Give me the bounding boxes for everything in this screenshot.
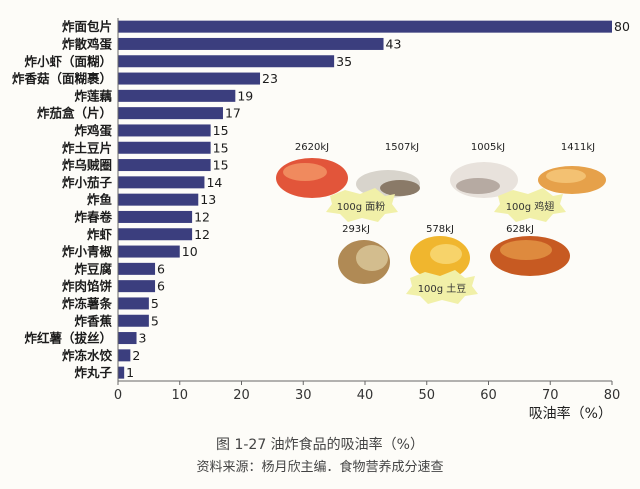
value-label: 35 [336,54,352,69]
bar-12 [118,228,193,241]
chicken-wing-shadow [456,178,500,194]
category-label: 炸鱼 [87,192,112,207]
value-label: 2 [132,348,140,363]
category-label: 炸乌贼圈 [62,158,112,173]
category-label: 炸小虾（面糊） [24,54,112,69]
bar-20 [118,366,125,379]
value-label: 5 [151,296,159,311]
value-label: 15 [213,123,229,138]
value-label: 15 [213,140,229,155]
category-label: 炸小青椒 [62,244,113,259]
bar-11 [118,210,193,223]
value-label: 3 [139,331,147,346]
bar-8 [118,159,211,172]
kj-label-potato-strips: 628kJ [506,224,534,235]
value-label: 5 [151,313,159,328]
fried-potato-strips-highlight [500,240,552,260]
category-label: 炸冻薯条 [62,296,113,311]
category-label: 炸红薯（拔丝） [24,331,112,346]
bar-17 [118,314,149,327]
bar-5 [118,107,223,120]
bar-18 [118,332,137,345]
potato-highlight [356,245,388,271]
category-label: 炸肉馅饼 [62,279,113,294]
bar-chart: 100g 面粉 2620kJ 1507kJ 100g 鸡翅 1005kJ 141… [12,18,630,422]
x-axis-title: 吸油率（%） [529,405,612,422]
x-tick-label: 50 [418,388,435,403]
x-tick-label: 0 [114,388,122,403]
flour-tag-burst [326,188,398,222]
bar-15 [118,280,156,293]
value-label: 13 [200,192,216,207]
bar-13 [118,245,180,258]
kj-label-flour: 1507kJ [385,142,419,153]
chicken-tag: 100g 鸡翅 [506,200,555,213]
bar-4 [118,89,236,102]
bar-9 [118,176,205,189]
category-label: 炸豆腐 [74,261,112,276]
bar-2 [118,55,335,68]
x-tick-label: 10 [171,388,188,403]
potato-tag: 100g 土豆 [418,282,467,295]
bar-16 [118,297,149,310]
fried-wing-highlight [546,169,586,183]
value-label: 10 [182,244,198,259]
category-label: 炸丸子 [74,365,112,380]
category-label: 炸鸡蛋 [74,123,112,138]
category-label: 炸冻水饺 [62,348,113,363]
category-label: 炸面包片 [62,19,112,34]
x-ticks-group: 0 10 20 30 40 50 60 70 80 [114,381,620,403]
value-label: 1 [126,365,134,380]
value-label: 15 [213,158,229,173]
flour-dough-shadow [380,180,420,196]
category-label: 炸春卷 [74,209,112,224]
value-label: 80 [614,19,630,34]
value-label: 23 [262,71,278,86]
value-label: 17 [225,106,241,121]
x-tick-label: 40 [357,388,374,403]
kj-label-fried-wing: 1411kJ [561,142,595,153]
x-tick-label: 80 [604,388,621,403]
kj-label-bread: 2620kJ [295,142,329,153]
category-label: 炸小茄子 [62,175,113,190]
fried-bread-highlight [283,163,327,181]
category-label: 炸虾 [87,227,113,242]
potato-chips-highlight [430,244,462,264]
bar-6 [118,124,211,137]
x-tick-label: 20 [233,388,250,403]
x-tick-label: 30 [295,388,312,403]
bar-0 [118,20,612,33]
x-tick-label: 70 [542,388,559,403]
value-label: 19 [237,88,253,103]
category-label: 炸香蕉 [74,313,112,328]
value-label: 6 [157,261,165,276]
kj-label-chicken: 1005kJ [471,142,505,153]
bar-3 [118,72,261,85]
bar-19 [118,349,131,362]
kj-label-potato-chips: 578kJ [426,224,454,235]
bar-14 [118,262,156,275]
figure-caption: 图 1-27 油炸食品的吸油率（%） [216,437,424,453]
category-label: 炸香菇（面糊裹） [12,71,112,86]
food-energy-inset: 100g 面粉 2620kJ 1507kJ 100g 鸡翅 1005kJ 141… [276,142,606,304]
kj-label-potato: 293kJ [342,224,370,235]
bar-10 [118,193,199,206]
category-label: 炸莲藕 [74,88,112,103]
potato-tag-burst [406,270,478,304]
bar-7 [118,141,211,154]
figure-source: 资料来源：杨月欣主编．食物营养成分速查 [196,460,444,475]
x-tick-label: 60 [480,388,497,403]
category-label: 炸茄盒（片） [37,106,112,121]
value-label: 14 [206,175,222,190]
value-label: 12 [194,227,210,242]
value-label: 12 [194,209,210,224]
flour-tag: 100g 面粉 [337,200,386,213]
category-label: 炸散鸡蛋 [62,36,113,51]
category-label: 炸土豆片 [62,140,112,155]
bar-1 [118,37,384,50]
chicken-tag-burst [494,188,566,222]
value-label: 43 [386,36,402,51]
value-label: 6 [157,279,165,294]
